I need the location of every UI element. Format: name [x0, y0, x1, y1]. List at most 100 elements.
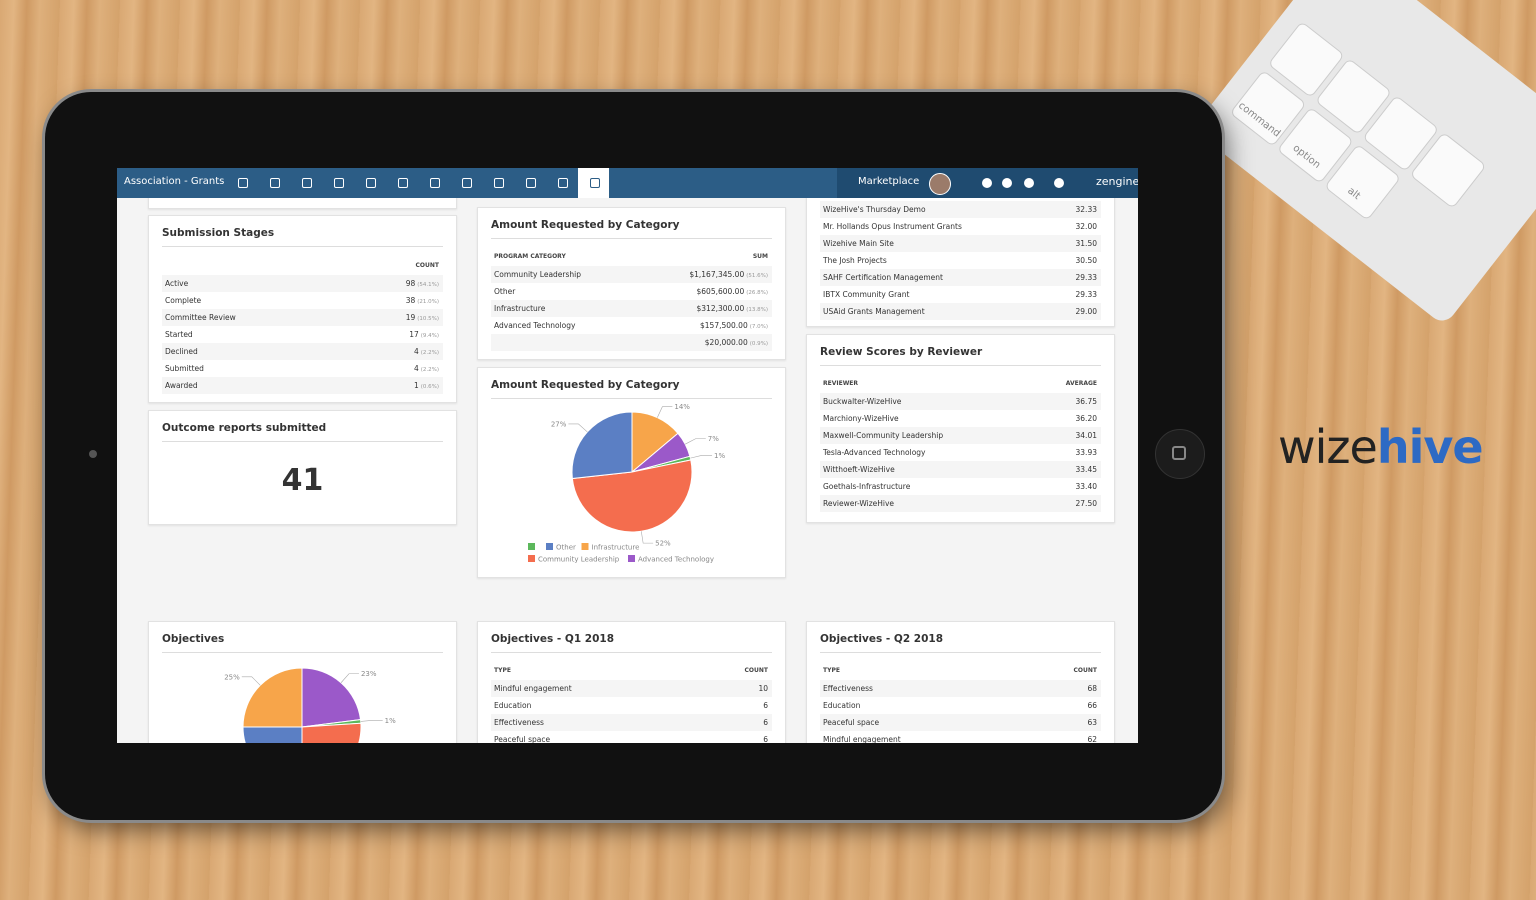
table-row: Community Leadership $1,167,345.00 (51.6%): [491, 266, 772, 283]
card: Submission Stages COUNT Active 98 (54.1%) Com…: [148, 215, 457, 403]
value: 30.50: [1075, 256, 1097, 265]
nav-icon: [982, 178, 992, 188]
nav-icon: [1054, 178, 1064, 188]
row-value: 31.50: [1076, 239, 1097, 248]
row-value: 17 (9.4%): [409, 330, 439, 339]
avatar[interactable]: [929, 173, 951, 195]
nav-icon[interactable]: [238, 178, 248, 188]
row-label: Goethals-Infrastructure: [823, 482, 911, 491]
nav-icon[interactable]: [302, 178, 312, 188]
active-tab[interactable]: [578, 168, 609, 198]
nav-icon[interactable]: [366, 178, 376, 188]
key-cap: [1317, 60, 1390, 133]
value: 33.40: [1075, 482, 1097, 491]
nav-icon[interactable]: [462, 178, 472, 188]
nav-icon[interactable]: [398, 178, 408, 188]
table-row: Started 17 (9.4%): [162, 326, 443, 343]
row-label: Awarded: [165, 381, 198, 390]
row-label: Mindful engagement: [494, 684, 572, 693]
divider: [491, 652, 772, 653]
brand: zengine: [1096, 175, 1138, 188]
divider: [162, 441, 443, 442]
pie-slice: [571, 459, 693, 533]
row-value: 98 (54.1%): [406, 279, 439, 288]
table-header: TYPE COUNT: [491, 663, 772, 680]
row-label: Effectiveness: [494, 718, 544, 727]
screen: Association - Grants Marketplace zengine…: [117, 168, 1138, 743]
row-value: 33.45: [1076, 465, 1097, 474]
leader-line: [340, 673, 359, 683]
row-label: Maxwell-Community Leadership: [823, 431, 944, 440]
row-label: Active: [165, 279, 189, 288]
share: (7.0%): [749, 324, 768, 330]
value: 17: [409, 330, 419, 339]
table-header: REVIEWER AVERAGE: [820, 376, 1101, 393]
value: 27.50: [1075, 499, 1097, 508]
value: 66: [1087, 701, 1097, 710]
value: 33.45: [1075, 465, 1097, 474]
share: (26.8%): [746, 290, 768, 296]
marketplace-link[interactable]: Marketplace: [858, 176, 920, 187]
key-cap: [1279, 109, 1352, 182]
pie-slice: [242, 726, 303, 743]
column-header: SUM: [752, 253, 768, 260]
value: $605,600.00: [696, 287, 745, 296]
share: (54.1%): [417, 282, 439, 288]
divider: [162, 246, 443, 247]
nav-icon[interactable]: [334, 178, 344, 188]
column-header: COUNT: [1073, 667, 1098, 674]
table-row: IBTX Community Grant 29.33: [820, 286, 1101, 303]
share: (51.6%): [746, 273, 768, 279]
table-row: Wizehive Main Site 31.50: [820, 235, 1101, 252]
table-row: SAHF Certification Management 29.33: [820, 269, 1101, 286]
column-header: COUNT: [744, 667, 769, 674]
logo: wizehive: [1278, 420, 1484, 474]
value: 4: [413, 347, 419, 356]
column-header: PROGRAM CATEGORY: [494, 253, 566, 260]
leader-line: [640, 531, 654, 544]
value: 29.33: [1075, 273, 1097, 282]
row-label: WizeHive's Thursday Demo: [823, 205, 926, 214]
nav-icon[interactable]: [494, 178, 504, 188]
table-row: Complete 38 (21.0%): [162, 292, 443, 309]
nav-icon[interactable]: [526, 178, 536, 188]
value: $20,000.00: [704, 338, 748, 347]
value: 34.01: [1075, 431, 1097, 440]
slice-label: 1%: [714, 452, 725, 460]
column-header: AVERAGE: [1065, 380, 1097, 387]
legend-label: Infrastructure: [592, 544, 640, 552]
nav-icon[interactable]: [558, 178, 568, 188]
table-row: Reviewer-WizeHive 27.50: [820, 495, 1101, 512]
value: 63: [1087, 718, 1097, 727]
table-row: Awarded 1 (0.6%): [162, 377, 443, 394]
home-button[interactable]: [1155, 429, 1205, 479]
row-label: Education: [494, 701, 532, 710]
table-row: Advanced Technology $157,500.00 (7.0%): [491, 317, 772, 334]
table-row: Infrastructure $312,300.00 (13.8%): [491, 300, 772, 317]
slice-label: 1%: [385, 717, 396, 725]
legend-swatch: [546, 543, 553, 550]
card: Amount Requested by Category PROGRAM CATE…: [477, 207, 786, 360]
table-row: Effectiveness 6: [491, 714, 772, 731]
row-value: 6: [763, 735, 768, 743]
key-cap: [1270, 23, 1343, 96]
nav-icon[interactable]: [430, 178, 440, 188]
workspace-menu[interactable]: Association - Grants: [124, 176, 225, 187]
row-label: Started: [165, 330, 193, 339]
row-label: Declined: [165, 347, 198, 356]
row-value: 30.50: [1076, 256, 1097, 265]
table-row: Peaceful space 6: [491, 731, 772, 743]
value: 31.50: [1075, 239, 1097, 248]
row-value: 4 (2.2%): [414, 364, 439, 373]
pie-chart: 23% 1% 25%: [224, 667, 396, 743]
table-row: USAid Grants Management 29.00: [820, 303, 1101, 320]
pie-slice: [301, 667, 362, 728]
table-row: Mr. Hollands Opus Instrument Grants 32.00: [820, 218, 1101, 235]
row-value: 34.01: [1076, 431, 1097, 440]
value: 36.75: [1075, 397, 1097, 406]
nav-icon[interactable]: [590, 178, 600, 188]
table-row: Other $605,600.00 (26.8%): [491, 283, 772, 300]
nav-icon[interactable]: [270, 178, 280, 188]
legend-swatch: [581, 543, 589, 550]
